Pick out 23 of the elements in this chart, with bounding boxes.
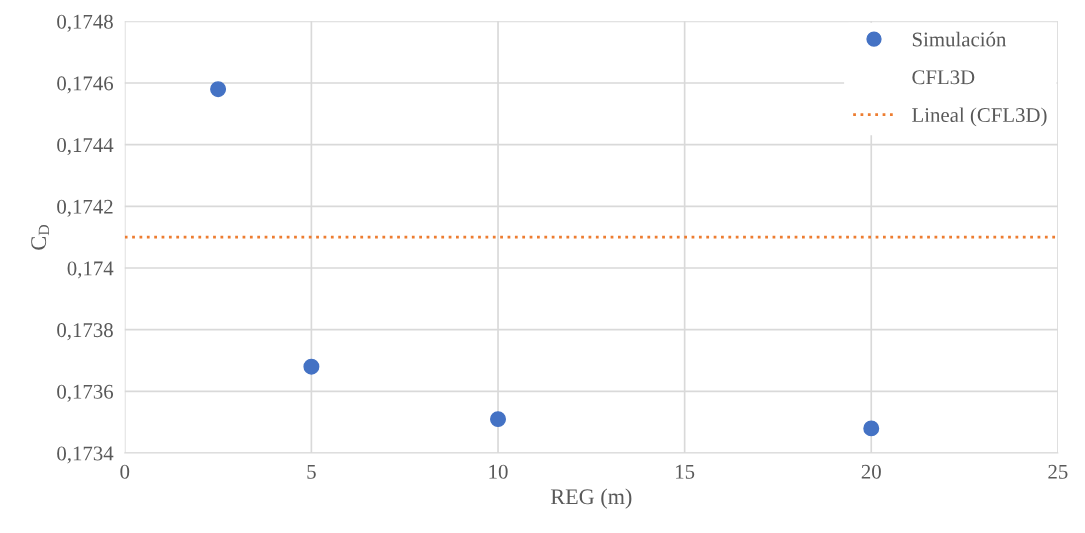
- y-tick-label: 0,1744: [57, 138, 114, 156]
- point: [303, 358, 320, 375]
- y-tick-label: 0,1738: [57, 323, 113, 341]
- x-tick-label: 5: [307, 464, 316, 479]
- text: CFL3D: [912, 70, 975, 85]
- x-tick-label: 0: [120, 464, 130, 479]
- x-tick-label: 15: [676, 464, 695, 479]
- point: [210, 81, 227, 98]
- y-tick-label: 0,1734: [57, 446, 114, 464]
- y-tick-label: 0,1748: [57, 14, 113, 32]
- x-tick-label: 10: [489, 464, 508, 479]
- y-tick-label: 0,1746: [57, 76, 114, 94]
- y-tick-label: 0,1736: [57, 384, 114, 402]
- x-tick-label: 25: [1048, 464, 1068, 479]
- point: [863, 420, 880, 437]
- legend-label: Simulación: [912, 31, 1007, 47]
- x-tick-label: 20: [861, 464, 881, 479]
- x-axis-title: REG (m): [550, 488, 632, 509]
- y-axis-title: C$_{D}$: [31, 225, 49, 250]
- y-tick-label: 0,1742: [57, 199, 113, 217]
- legend-label: Lineal (CFL3D): [912, 107, 1047, 127]
- y-tick-label: 0,174: [67, 261, 114, 279]
- point: [490, 411, 506, 428]
